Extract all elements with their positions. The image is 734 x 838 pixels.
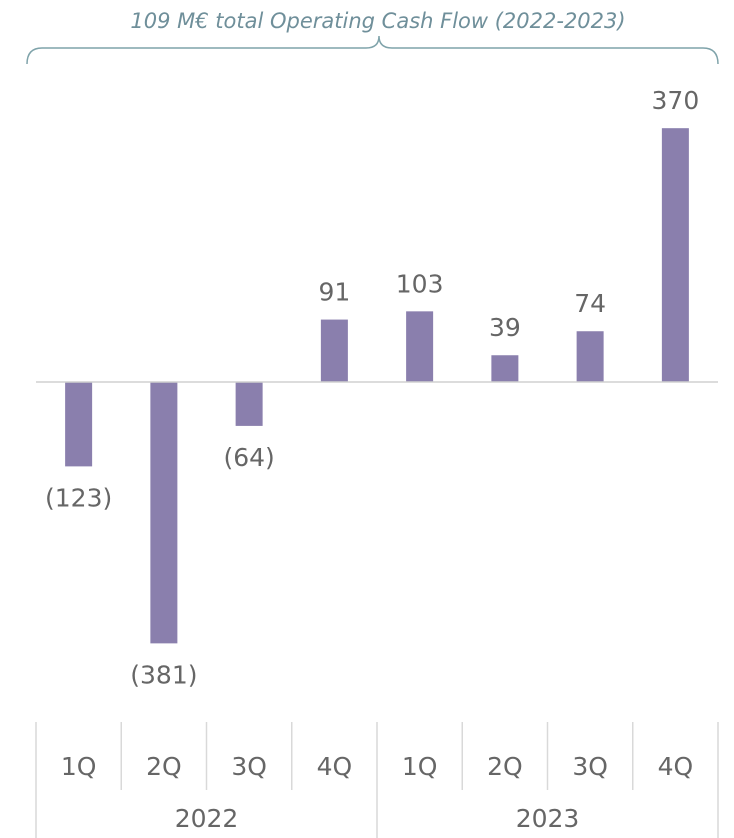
x-tick-label: 2Q <box>487 752 523 781</box>
bar <box>661 128 689 382</box>
value-label: 39 <box>489 313 521 342</box>
bar <box>320 319 348 382</box>
x-tick-label: 3Q <box>231 752 267 781</box>
bar <box>150 382 178 644</box>
group-label: 2023 <box>516 804 580 833</box>
value-label: (64) <box>223 443 274 472</box>
brace <box>26 35 719 65</box>
bar <box>235 382 263 426</box>
value-label: (381) <box>130 660 197 689</box>
value-label: 370 <box>652 86 700 115</box>
value-label: 103 <box>396 269 444 298</box>
value-label: 91 <box>318 278 350 307</box>
chart-title: 109 M€ total Operating Cash Flow (2022-2… <box>130 9 625 33</box>
value-label: 74 <box>574 289 606 318</box>
x-tick-label: 3Q <box>572 752 608 781</box>
x-tick-label: 4Q <box>317 752 353 781</box>
bar <box>576 331 604 382</box>
bar <box>406 311 434 382</box>
bar <box>65 382 93 467</box>
group-label: 2022 <box>175 804 239 833</box>
x-tick-label: 4Q <box>658 752 694 781</box>
bar <box>491 355 519 382</box>
value-label: (123) <box>45 483 112 512</box>
x-tick-label: 1Q <box>402 752 438 781</box>
x-tick-label: 1Q <box>61 752 97 781</box>
x-tick-label: 2Q <box>146 752 182 781</box>
